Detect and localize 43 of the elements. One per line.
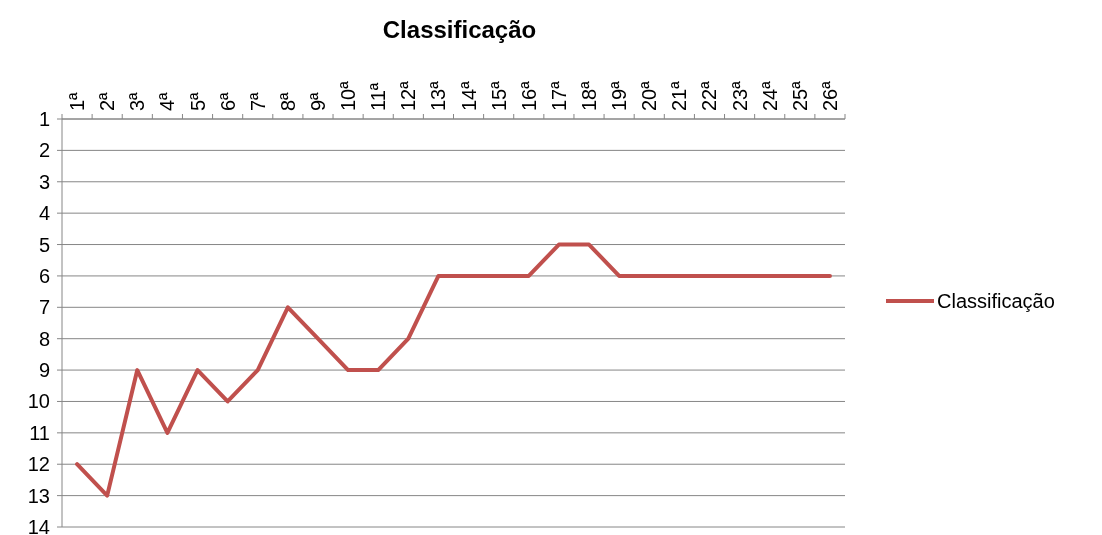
x-tick-label: 14ª	[457, 80, 480, 111]
y-tick-label: 5	[38, 233, 50, 256]
y-tick-label: 8	[38, 327, 50, 350]
y-tick-label: 1	[38, 108, 50, 130]
y-tick-label: 4	[38, 202, 50, 225]
x-tick-label: 11ª	[367, 82, 390, 111]
x-tick-label: 24ª	[758, 80, 781, 111]
x-tick-label: 22ª	[698, 80, 721, 111]
x-tick-label: 9ª	[306, 91, 329, 111]
y-tick-label: 2	[38, 139, 50, 162]
y-tick-label: 14	[27, 516, 50, 535]
y-tick-label: 6	[38, 264, 50, 287]
x-tick-label: 1ª	[66, 91, 89, 111]
x-tick-label: 4ª	[156, 91, 179, 111]
x-tick-label: 8ª	[276, 91, 299, 111]
x-tick-label: 15ª	[487, 80, 510, 111]
x-tick-label: 25ª	[788, 80, 811, 111]
x-tick-label: 21ª	[668, 80, 691, 111]
y-tick-label: 11	[29, 421, 50, 444]
line-series	[75, 242, 832, 498]
x-tick-label: 10ª	[337, 80, 360, 111]
x-tick-label: 23ª	[728, 80, 751, 111]
x-tick-label: 5ª	[186, 91, 209, 111]
x-tick-label: 20ª	[638, 80, 661, 111]
y-tick-label: 3	[38, 170, 50, 193]
chart-title: Classificação	[382, 16, 537, 43]
x-tick-label: 12ª	[397, 80, 420, 111]
x-tick-label: 13ª	[427, 80, 450, 111]
x-tick-label: 2ª	[96, 91, 119, 111]
y-tick-label: 13	[27, 484, 50, 507]
x-tick-label: 19ª	[608, 80, 631, 111]
y-tick-label: 7	[38, 296, 50, 319]
x-tick-label: 17ª	[547, 80, 570, 111]
y-tick-label: 10	[27, 390, 50, 413]
x-tick-label: 26ª	[818, 80, 841, 111]
x-tick-label: 18ª	[578, 80, 601, 111]
x-tick-label: 7ª	[246, 91, 269, 111]
y-tick-label: 12	[27, 453, 50, 476]
x-tick-label: 6ª	[216, 91, 239, 111]
legend-label: Classificação	[937, 290, 1055, 312]
x-tick-label: 3ª	[126, 91, 149, 111]
x-tick-label: 16ª	[517, 80, 540, 111]
y-tick-label: 9	[38, 359, 50, 382]
